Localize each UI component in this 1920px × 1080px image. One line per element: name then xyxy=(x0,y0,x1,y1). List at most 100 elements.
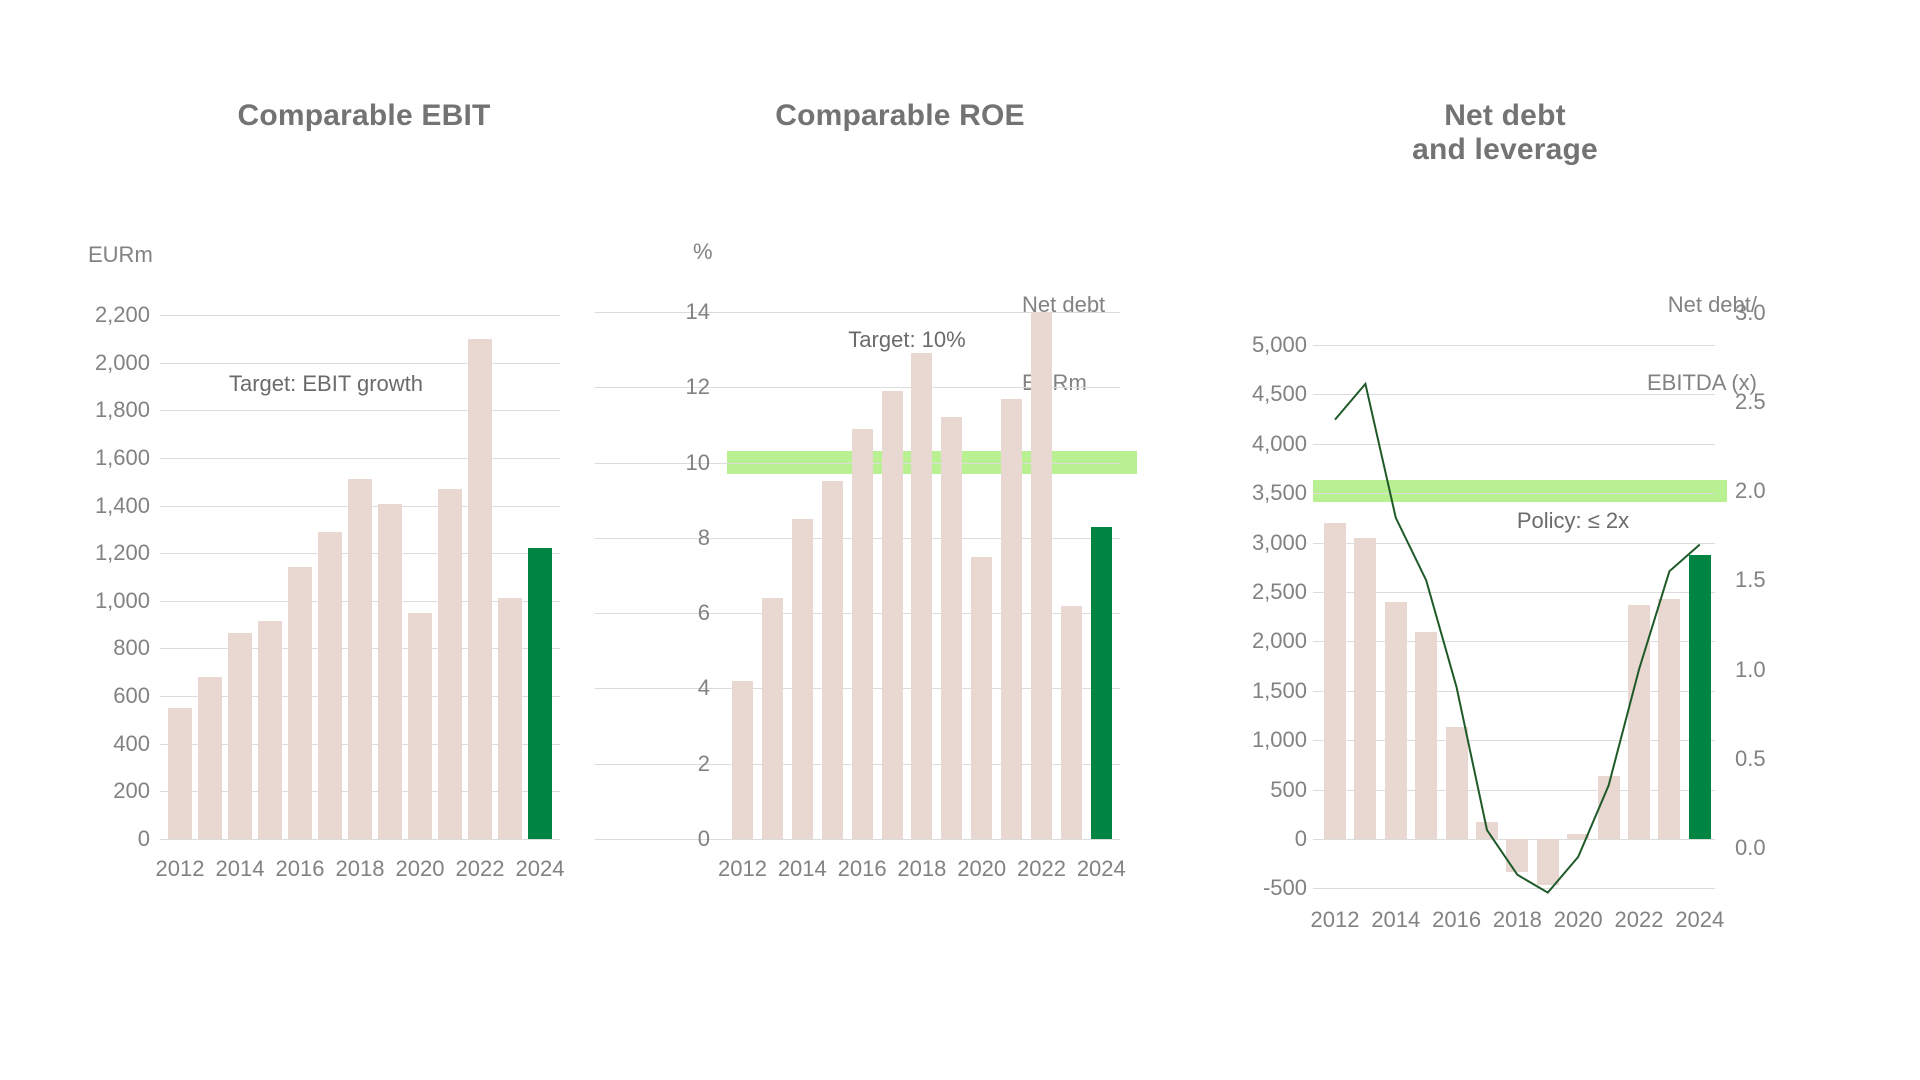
gridline xyxy=(595,312,1120,313)
bar-2013 xyxy=(761,598,783,839)
right-axis-unit-label: Net debt/ EBITDA (x) xyxy=(1557,240,1757,448)
bar-2016 xyxy=(1445,727,1468,839)
x-tick-label: 2020 xyxy=(395,856,445,881)
bar-2024-highlight xyxy=(528,548,552,839)
gridline xyxy=(595,839,1120,840)
x-tick-label: 2024 xyxy=(515,856,565,881)
x-tick-label: 2012 xyxy=(155,856,205,881)
gridline xyxy=(1313,345,1715,346)
bar-2023 xyxy=(498,598,522,839)
gridline xyxy=(160,410,560,412)
bar-2013 xyxy=(1354,537,1377,839)
x-tick-label: 2014 xyxy=(1371,907,1421,932)
y-axis-unit-label: EURm xyxy=(88,242,153,267)
target-annotation: Target: EBIT growth xyxy=(228,371,424,396)
x-tick-label: 2022 xyxy=(1614,907,1664,932)
x-tick-label: 2014 xyxy=(777,856,827,881)
y-tick-label-right: 0.5 xyxy=(1735,745,1766,771)
bar-2021 xyxy=(1001,398,1023,839)
y-tick-label-right: 0.0 xyxy=(1735,835,1766,860)
y-tick-label-right: 2.0 xyxy=(1735,478,1766,503)
y-tick-label: 10 xyxy=(685,449,710,475)
y-tick-label: 4,000 xyxy=(1251,430,1307,456)
gridline xyxy=(160,315,560,316)
y-tick-label: 2 xyxy=(697,750,710,776)
y-tick-label: 0 xyxy=(137,826,150,851)
bar-2014 xyxy=(228,632,252,839)
x-tick-label: 2020 xyxy=(1553,907,1603,932)
bar-2019 xyxy=(1536,839,1559,886)
bar-2014 xyxy=(791,519,813,839)
bar-2021 xyxy=(438,488,462,839)
gridline xyxy=(160,457,560,459)
y-tick-label: 8 xyxy=(697,524,710,550)
gridline xyxy=(160,839,560,840)
y-tick-label: 200 xyxy=(113,778,150,804)
right-axis-unit-line1: Net debt/ xyxy=(1667,292,1757,317)
bar-2020 xyxy=(971,556,993,839)
y-tick-label-right: 2.5 xyxy=(1735,388,1766,414)
bar-2015 xyxy=(1415,631,1438,839)
chart-title-line2: and leverage xyxy=(1412,133,1598,166)
bar-2021 xyxy=(1597,775,1620,839)
x-tick-label: 2012 xyxy=(718,856,767,881)
gridline xyxy=(1313,493,1715,495)
y-axis-unit-label: % xyxy=(693,239,713,264)
x-tick-label: 2022 xyxy=(455,856,505,881)
bar-2024-highlight xyxy=(1090,526,1112,839)
y-tick-label: 4 xyxy=(697,675,710,701)
y-tick-label: 1,400 xyxy=(94,492,150,518)
x-tick-label: 2014 xyxy=(215,856,265,881)
x-tick-label: 2024 xyxy=(1675,907,1725,932)
y-tick-label-right: 1.5 xyxy=(1735,567,1766,593)
y-tick-label: 400 xyxy=(113,730,150,756)
y-tick-label: 500 xyxy=(1270,776,1307,802)
bar-2019 xyxy=(378,504,402,839)
bar-2020 xyxy=(408,612,432,839)
bar-2017 xyxy=(1476,822,1498,839)
x-tick-label: 2018 xyxy=(897,856,947,881)
policy-annotation: Policy: ≤ 2x xyxy=(1516,508,1630,533)
x-tick-label: 2018 xyxy=(1492,907,1542,932)
y-tick-label: 2,000 xyxy=(1251,628,1307,654)
bar-2014 xyxy=(1384,601,1407,839)
bar-2022 xyxy=(1031,312,1052,839)
x-tick-label: 2016 xyxy=(837,856,887,881)
bar-2016 xyxy=(288,567,312,839)
y-tick-label: 1,800 xyxy=(94,397,150,423)
chart-title: Comparable EBIT xyxy=(237,99,491,132)
x-tick-label: 2016 xyxy=(1432,907,1482,932)
y-tick-label: 1,200 xyxy=(94,540,150,566)
gridline xyxy=(1313,443,1715,445)
y-tick-label: 2,000 xyxy=(94,349,150,375)
bar-2012 xyxy=(168,708,192,839)
y-tick-label: 6 xyxy=(697,600,710,626)
bar-2017 xyxy=(881,391,903,839)
bar-2013 xyxy=(198,677,222,839)
bar-2020 xyxy=(1567,834,1590,839)
bar-2018 xyxy=(911,353,933,839)
bar-2022 xyxy=(1628,604,1650,839)
x-tick-label: 2016 xyxy=(275,856,325,881)
bar-2012 xyxy=(732,680,753,839)
x-tick-label: 2018 xyxy=(335,856,385,881)
y-tick-label: 1,000 xyxy=(94,587,150,613)
bar-2012 xyxy=(1324,522,1346,839)
y-tick-label: 3,500 xyxy=(1251,480,1307,506)
y-tick-label: 800 xyxy=(113,635,150,661)
y-tick-label: 1,600 xyxy=(94,444,150,470)
bar-2022 xyxy=(468,338,492,839)
x-tick-label: 2022 xyxy=(1017,856,1066,881)
y-tick-label-right: 1.0 xyxy=(1735,656,1766,682)
bar-2023 xyxy=(1060,605,1082,839)
y-tick-label: 4,500 xyxy=(1251,381,1307,407)
bar-2018 xyxy=(1506,839,1529,872)
x-tick-label: 2024 xyxy=(1076,856,1126,881)
bar-2017 xyxy=(318,531,342,839)
y-tick-label: 1,000 xyxy=(1251,727,1307,753)
y-tick-label: -500 xyxy=(1262,875,1307,901)
bar-2019 xyxy=(941,417,963,839)
gridline xyxy=(1313,394,1715,396)
bar-2015 xyxy=(821,481,843,839)
